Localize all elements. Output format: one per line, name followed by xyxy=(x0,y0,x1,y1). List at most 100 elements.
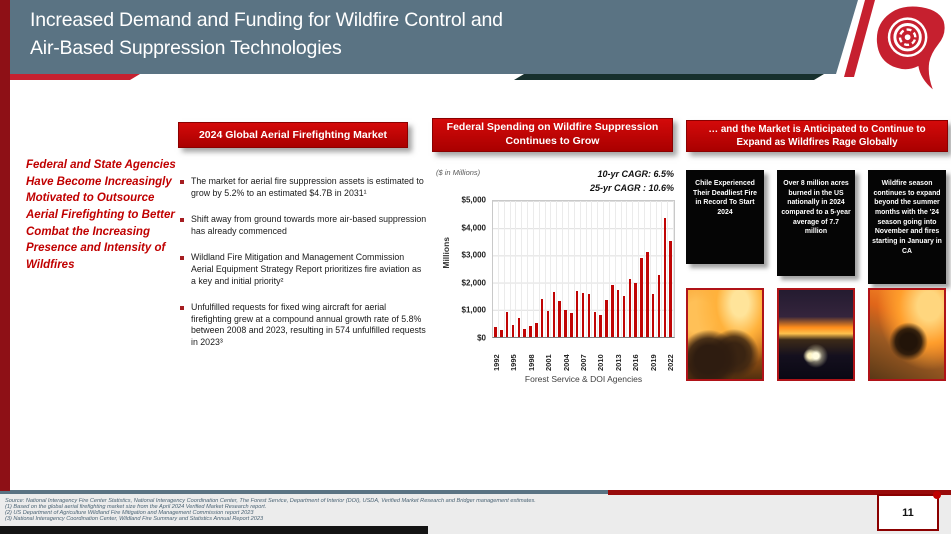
chart-bar-slot xyxy=(557,201,564,337)
chart-bar xyxy=(587,293,591,337)
market-bullet-1: The market for aerial fire suppression a… xyxy=(178,176,427,199)
chart-bar xyxy=(640,257,643,337)
chart-y-tick-label: $4,000 xyxy=(461,223,486,233)
chart-bar xyxy=(634,283,637,337)
chart-y-tick-label: $3,000 xyxy=(461,250,486,260)
chart-x-tick-slot: 2022 xyxy=(666,341,675,371)
chart-x-tick-slot: 1995 xyxy=(509,341,518,371)
chart-x-tick-label: 2007 xyxy=(579,354,589,371)
chart-bar xyxy=(622,295,626,337)
chart-x-tick-label: 1998 xyxy=(526,354,536,371)
bottom-black-bar xyxy=(0,526,428,534)
chart-x-tick-label: 2010 xyxy=(596,354,606,371)
chart-units-note: ($ in Millions) xyxy=(436,168,481,177)
footer-divider-red xyxy=(608,490,951,495)
page-number-box: 11 xyxy=(877,491,941,531)
slide-title: Increased Demand and Funding for Wildfir… xyxy=(30,7,503,62)
chart-x-tick-slot: 2019 xyxy=(649,341,658,371)
chart-bar-slot xyxy=(505,201,511,337)
chart-x-tick-label: 2013 xyxy=(613,354,623,371)
chart-bar-slot xyxy=(575,201,581,337)
chart-bar-slot xyxy=(592,201,599,337)
chart-bar-slot xyxy=(546,201,552,337)
chart-y-axis: $5,000 $4,000 $3,000 $2,000 $1,000 $0 xyxy=(444,196,488,343)
stat-box-chile: Chile Experienced Their Deadliest Fire i… xyxy=(686,170,764,264)
chart-cagr-annotation: 10-yr CAGR: 6.5% 25-yr CAGR : 10.6% xyxy=(500,168,674,196)
slide-title-line1: Increased Demand and Funding for Wildfir… xyxy=(30,9,503,31)
footer-divider-slate xyxy=(0,490,608,494)
chart-x-tick-slot: 2004 xyxy=(562,341,571,371)
cagr-10yr: 10-yr CAGR: 6.5% xyxy=(597,169,674,179)
stat-box-acres-burned: Over 8 million acres burned in the US na… xyxy=(777,170,855,276)
chart-bar xyxy=(552,291,556,337)
chart-x-tick-slot: 2016 xyxy=(631,341,640,371)
chart-caption: Forest Service & DOI Agencies xyxy=(524,374,643,384)
chart-bar xyxy=(517,317,521,337)
chart-x-tick-label: 2016 xyxy=(631,354,641,371)
chart-x-tick-label: 2001 xyxy=(544,354,554,371)
chart-bar-slot xyxy=(540,201,546,337)
chart-bar xyxy=(511,325,515,337)
chart-bar-slot xyxy=(657,201,663,337)
chart-bar-slot xyxy=(633,201,640,337)
chart-x-tick-label: 1995 xyxy=(509,354,519,371)
market-bullet-3: Wildland Fire Mitigation and Management … xyxy=(178,252,427,287)
chart-bar xyxy=(523,329,526,337)
chart-y-tick-label: $0 xyxy=(477,333,486,343)
chart-bar xyxy=(646,251,649,337)
chart-bar-slot xyxy=(563,201,569,337)
wildfire-photo-night-road xyxy=(777,288,855,381)
chart-bar-slot xyxy=(662,201,669,337)
chart-bar xyxy=(663,217,667,337)
chart-bar xyxy=(669,240,672,337)
chart-bar xyxy=(564,309,567,337)
chart-plot xyxy=(492,200,675,338)
chart-bar-slot xyxy=(651,201,657,337)
chart-x-tick-label: 2022 xyxy=(666,354,676,371)
header-banner xyxy=(0,0,858,74)
chart-x-tick-slot: 2007 xyxy=(579,341,588,371)
left-accent-strip xyxy=(0,0,10,491)
left-callout-text: Federal and State Agencies Have Become I… xyxy=(26,159,176,272)
chart-x-tick-label: 2004 xyxy=(561,354,571,371)
chart-x-tick-slot: 1998 xyxy=(527,341,536,371)
header-underline-red xyxy=(0,74,140,80)
chart-bar-slot xyxy=(522,201,529,337)
chart-bar xyxy=(651,293,655,337)
chart-x-tick-slot: 1992 xyxy=(492,341,501,371)
chart-bar-slot xyxy=(528,201,534,337)
chart-bar-slot xyxy=(610,201,616,337)
chart-y-tick-label: $5,000 xyxy=(461,195,486,205)
chart-bar xyxy=(558,300,561,337)
chart-bar xyxy=(581,292,585,337)
footer-sources: Source: National Interagency Fire Center… xyxy=(5,498,625,522)
chart-bar xyxy=(546,311,550,337)
chart-bar-slot xyxy=(511,201,517,337)
chart-section-title: Federal Spending on Wildfire Suppression… xyxy=(432,118,673,152)
source-line-1: Source: National Interagency Fire Center… xyxy=(5,498,536,504)
chart-bar-slot xyxy=(645,201,651,337)
stat-box-season-expansion: Wildfire season continues to expand beyo… xyxy=(868,170,946,284)
source-line-4: (3) National Interagency Coordination Ce… xyxy=(5,516,264,523)
market-bullet-4: Unfulfilled requests for fixed wing airc… xyxy=(178,302,427,348)
chart-bar xyxy=(593,311,597,337)
page-box-dot xyxy=(933,491,941,499)
chart-bar xyxy=(494,326,497,337)
chart-bar xyxy=(628,279,632,337)
chart-bar-slot xyxy=(604,201,610,337)
chart-x-tick-slot: 2001 xyxy=(544,341,553,371)
chart-x-tick-slot: 2010 xyxy=(596,341,605,371)
chart-bar xyxy=(611,285,614,337)
expansion-section-title: … and the Market is Anticipated to Conti… xyxy=(686,120,948,152)
cagr-25yr: 25-yr CAGR : 10.6% xyxy=(589,182,674,193)
chart-bar xyxy=(505,312,509,337)
chart-bar-slot xyxy=(639,201,645,337)
chart-bar-slot xyxy=(516,201,523,337)
wildfire-photo-hillside xyxy=(868,288,946,381)
chart-bar-slot xyxy=(551,201,558,337)
chart-bar xyxy=(529,325,532,337)
chart-bar xyxy=(570,313,573,337)
market-section-title: 2024 Global Aerial Firefighting Market xyxy=(178,122,408,148)
chart-bar-slot xyxy=(569,201,575,337)
